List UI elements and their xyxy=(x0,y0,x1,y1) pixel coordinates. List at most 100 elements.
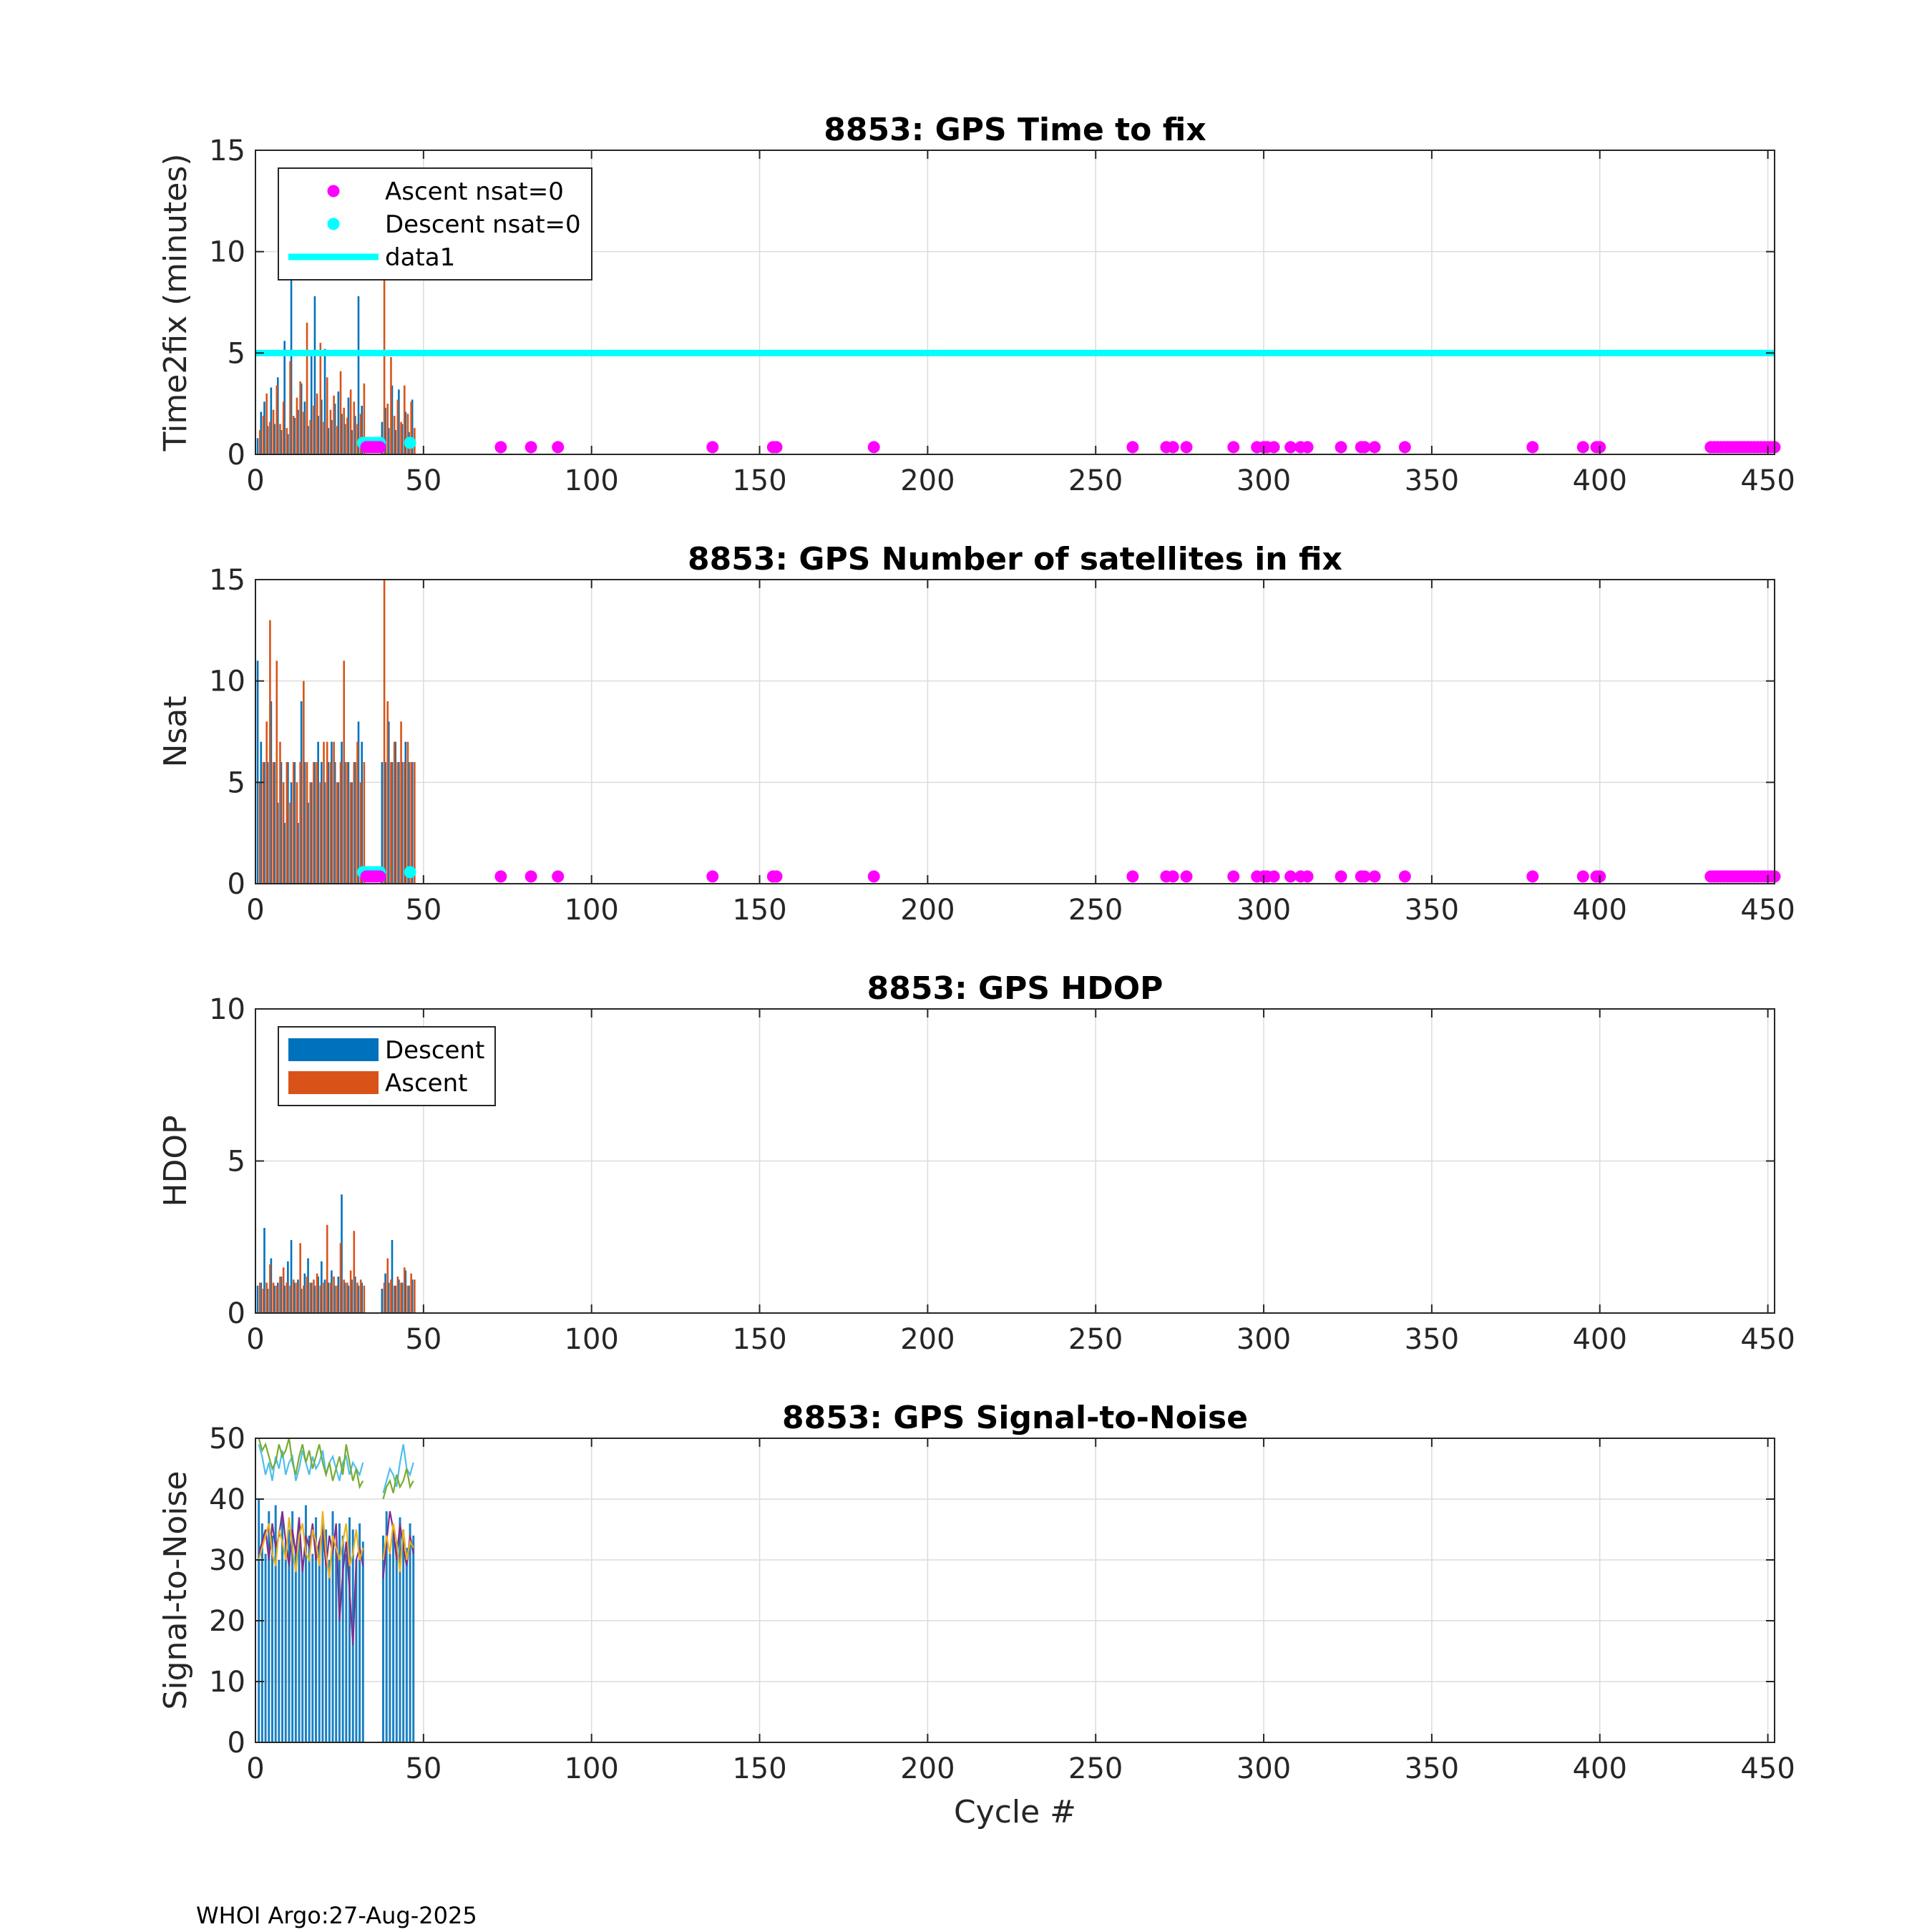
descent-bar xyxy=(398,1279,400,1313)
y-axis-label: Time2fix (minutes) xyxy=(157,154,194,452)
ascent-bar xyxy=(400,721,402,884)
x-tick-label: 200 xyxy=(900,1323,955,1356)
descent-bar xyxy=(351,782,353,884)
y-tick-label: 5 xyxy=(228,1146,245,1179)
ascent-bar xyxy=(272,1282,275,1313)
ascent-bar xyxy=(410,762,412,884)
chart-ttf: 0 50 100 150 200 250 300 350 400 450 0 5 10 15 8853: G… xyxy=(157,112,1795,497)
descent-bar xyxy=(357,721,360,884)
ascent-bar xyxy=(269,421,271,454)
x-tick-label: 50 xyxy=(405,1752,441,1785)
descent-bar xyxy=(337,782,340,884)
descent-bar xyxy=(361,741,364,884)
ascent-bar xyxy=(349,1270,352,1313)
ascent-nsat0-marker xyxy=(1335,870,1347,883)
ascent-nsat0-marker xyxy=(1301,441,1314,454)
ascent-nsat0-marker xyxy=(1526,870,1539,883)
descent-bar xyxy=(354,416,356,454)
snr-bar xyxy=(264,1553,267,1742)
snr-bar xyxy=(348,1517,351,1742)
descent-bar xyxy=(300,701,303,884)
ascent-bar xyxy=(329,409,332,454)
ascent-bar xyxy=(383,580,386,884)
ascent-nsat0-marker xyxy=(1227,870,1240,883)
ascent-bar xyxy=(272,762,275,884)
ascent-bar xyxy=(386,701,389,884)
descent-bar xyxy=(354,762,356,884)
ascent-bar xyxy=(296,397,298,454)
ascent-bar xyxy=(326,377,328,454)
y-tick-label: 30 xyxy=(209,1544,245,1577)
descent-bar xyxy=(384,762,386,884)
descent-bar xyxy=(290,782,293,884)
chart-title: 8853: GPS Signal-to-Noise xyxy=(782,1400,1248,1436)
descent-bar xyxy=(408,1285,410,1313)
ascent-bar xyxy=(282,401,285,454)
snr-bar xyxy=(412,1536,415,1742)
legend-label: Descent nsat=0 xyxy=(385,210,581,239)
ascent-bar xyxy=(309,1282,312,1313)
descent-bar xyxy=(401,762,404,884)
descent-bar xyxy=(310,782,313,884)
descent-bar xyxy=(300,383,303,454)
snr-bar xyxy=(278,1560,280,1742)
x-tick-label: 300 xyxy=(1236,464,1291,497)
snr-bar xyxy=(325,1529,328,1742)
ascent-bar xyxy=(353,401,356,454)
ascent-nsat0-marker xyxy=(1368,441,1381,454)
ascent-nsat0-marker xyxy=(1398,870,1411,883)
descent-bar xyxy=(327,1282,330,1313)
ascent-bar xyxy=(292,762,295,884)
descent-bar xyxy=(341,414,343,454)
descent-bar xyxy=(327,428,330,454)
axes-box xyxy=(255,1438,1775,1743)
ascent-nsat0-marker xyxy=(494,441,507,454)
snr-series-line-s4 xyxy=(258,1511,364,1579)
ascent-bar xyxy=(303,1285,305,1313)
ascent-bar xyxy=(359,414,362,454)
snr-bar xyxy=(284,1541,287,1742)
ascent-bar xyxy=(353,1231,356,1313)
ascent-bar xyxy=(292,416,295,454)
descent-bar xyxy=(290,1240,293,1313)
y-tick-label: 10 xyxy=(209,993,245,1026)
descent-bar xyxy=(283,1285,286,1313)
ascent-bar xyxy=(258,430,261,454)
chart-title: 8853: GPS Number of satellites in fix xyxy=(688,541,1342,577)
ascent-bar xyxy=(296,782,298,884)
descent-bar xyxy=(256,438,259,454)
x-tick-label: 300 xyxy=(1236,1752,1291,1785)
ascent-bar xyxy=(414,1279,416,1313)
legend-label: Ascent nsat=0 xyxy=(385,177,564,206)
y-tick-label: 5 xyxy=(228,337,245,370)
x-tick-label: 250 xyxy=(1068,1752,1123,1785)
ascent-bar xyxy=(346,1282,348,1313)
descent-bar xyxy=(276,802,279,884)
ascent-nsat0-marker xyxy=(1126,870,1139,883)
ascent-bar xyxy=(329,762,332,884)
ascent-bar xyxy=(275,1285,278,1313)
ascent-bar xyxy=(356,424,358,454)
descent-bar xyxy=(287,762,289,884)
snr-bar xyxy=(341,1536,344,1742)
ascent-bar xyxy=(390,762,392,884)
snr-bar xyxy=(395,1541,398,1742)
descent-bar xyxy=(273,1285,275,1313)
ascent-bar xyxy=(272,409,275,454)
ascent-bar xyxy=(299,1243,301,1313)
ascent-bar xyxy=(319,1285,322,1313)
snr-bar xyxy=(274,1505,277,1742)
ascent-bar xyxy=(353,762,356,884)
ascent-bar xyxy=(406,414,409,454)
snr-bar xyxy=(328,1560,331,1742)
descent-bar xyxy=(384,407,386,454)
y-tick-label: 10 xyxy=(209,665,245,698)
descent-nsat0-marker xyxy=(404,866,416,879)
y-tick-label: 0 xyxy=(228,439,245,472)
ascent-bar xyxy=(313,1279,315,1313)
ascent-bar xyxy=(286,762,288,884)
ascent-bar xyxy=(383,268,386,454)
descent-bar xyxy=(307,1258,309,1313)
ascent-nsat0-marker xyxy=(1358,441,1371,454)
descent-bar xyxy=(321,1261,323,1313)
